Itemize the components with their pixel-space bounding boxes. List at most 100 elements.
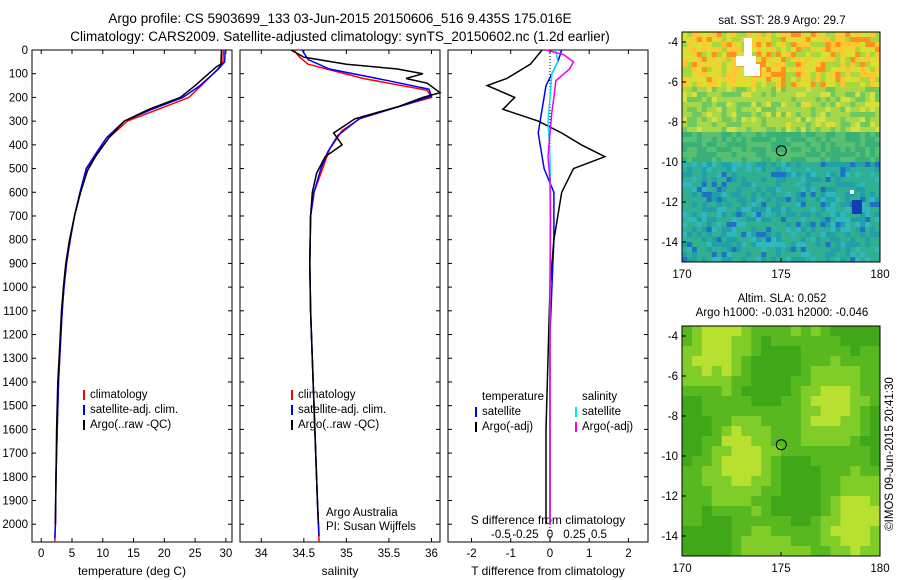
map-cell (711, 202, 718, 208)
map-cell (726, 197, 732, 203)
map-cell (800, 526, 812, 537)
map-cell (795, 87, 802, 93)
map-cell (865, 97, 871, 103)
map-cell (682, 167, 688, 173)
map-cell (850, 227, 856, 233)
map-cell (682, 42, 688, 48)
map-cell (731, 336, 742, 347)
map-cell (726, 237, 732, 243)
map-cell (736, 212, 742, 218)
map-cell (845, 92, 851, 98)
map-cell (860, 237, 866, 243)
map-cell (711, 112, 718, 118)
map-cell (716, 82, 722, 88)
map-cell (731, 92, 737, 98)
map-cell (682, 436, 693, 447)
map-cell (825, 177, 831, 183)
map-cell (820, 92, 826, 98)
map-cell (711, 396, 722, 407)
map-cell (795, 62, 802, 68)
map-cell (686, 162, 693, 168)
map-cell (820, 506, 831, 517)
map-cell (686, 182, 693, 188)
map-cell (726, 102, 732, 108)
map-cell (850, 476, 861, 487)
map-cell (682, 62, 688, 68)
map-cell (686, 177, 693, 183)
map-cell (701, 122, 708, 128)
map-cell (741, 456, 752, 467)
map-cell (800, 32, 807, 38)
map-cell (800, 147, 807, 153)
map-cell (711, 197, 718, 203)
map-cell (766, 107, 772, 113)
map-cell (721, 167, 727, 173)
map-cell (731, 242, 737, 248)
map-cell (701, 366, 713, 377)
map-cell (771, 102, 777, 108)
map-cell (805, 77, 812, 83)
map-cell (840, 406, 851, 417)
map-cell (815, 67, 821, 73)
map-cell (721, 117, 727, 123)
map-cell (810, 142, 817, 148)
cold-patch (852, 200, 862, 214)
map-cell (696, 122, 703, 128)
map-cell (870, 32, 876, 38)
map-cell (850, 107, 856, 113)
map-cell (781, 416, 792, 427)
s-diff-tick-label: -0.5 (491, 529, 511, 541)
map-cell (741, 486, 752, 497)
map-cell (860, 67, 866, 73)
map-cell (870, 92, 876, 98)
map-cell (825, 217, 831, 223)
map-cell (711, 247, 718, 253)
map-cell (741, 242, 747, 248)
map-cell (795, 192, 802, 198)
map-cell (751, 516, 762, 527)
map-cell (691, 92, 698, 98)
map-cell (820, 257, 826, 263)
map-cell (820, 122, 826, 128)
map-cell (771, 506, 782, 517)
map-cell (850, 77, 856, 83)
legend-label: climatology (90, 389, 148, 401)
map-cell (776, 237, 782, 243)
map-cell (721, 346, 732, 357)
map-cell (751, 162, 757, 168)
map-cell (731, 202, 737, 208)
map-cell (781, 77, 787, 83)
map-cell (726, 77, 732, 83)
map-cell (810, 536, 821, 547)
map-cell (731, 536, 742, 547)
map-cell (721, 162, 727, 168)
map-cell (682, 426, 693, 437)
map-cell (860, 32, 866, 38)
map-cell (800, 72, 807, 78)
map-cell (785, 137, 792, 143)
map-cell (835, 77, 841, 83)
map-cell (850, 346, 861, 357)
map-cell (711, 37, 718, 43)
map-cell (746, 157, 752, 163)
map-cell (815, 72, 821, 78)
map-cell (825, 172, 831, 178)
map-cell (682, 92, 688, 98)
map-cell (865, 127, 871, 133)
map-cell (825, 82, 831, 88)
map-cell (741, 222, 747, 228)
map-cell (776, 172, 782, 178)
map-cell (711, 67, 718, 73)
map-cell (726, 132, 732, 138)
map-cell (805, 217, 812, 223)
map-cell (711, 87, 718, 93)
map-cell (830, 172, 836, 178)
map-cell (785, 132, 792, 138)
map-cell (731, 366, 742, 377)
map-cell (696, 227, 703, 233)
map-cell (800, 232, 807, 238)
map-cell (845, 57, 851, 63)
map-cell (820, 62, 826, 68)
map-cell (682, 222, 688, 228)
map-cell (825, 97, 831, 103)
